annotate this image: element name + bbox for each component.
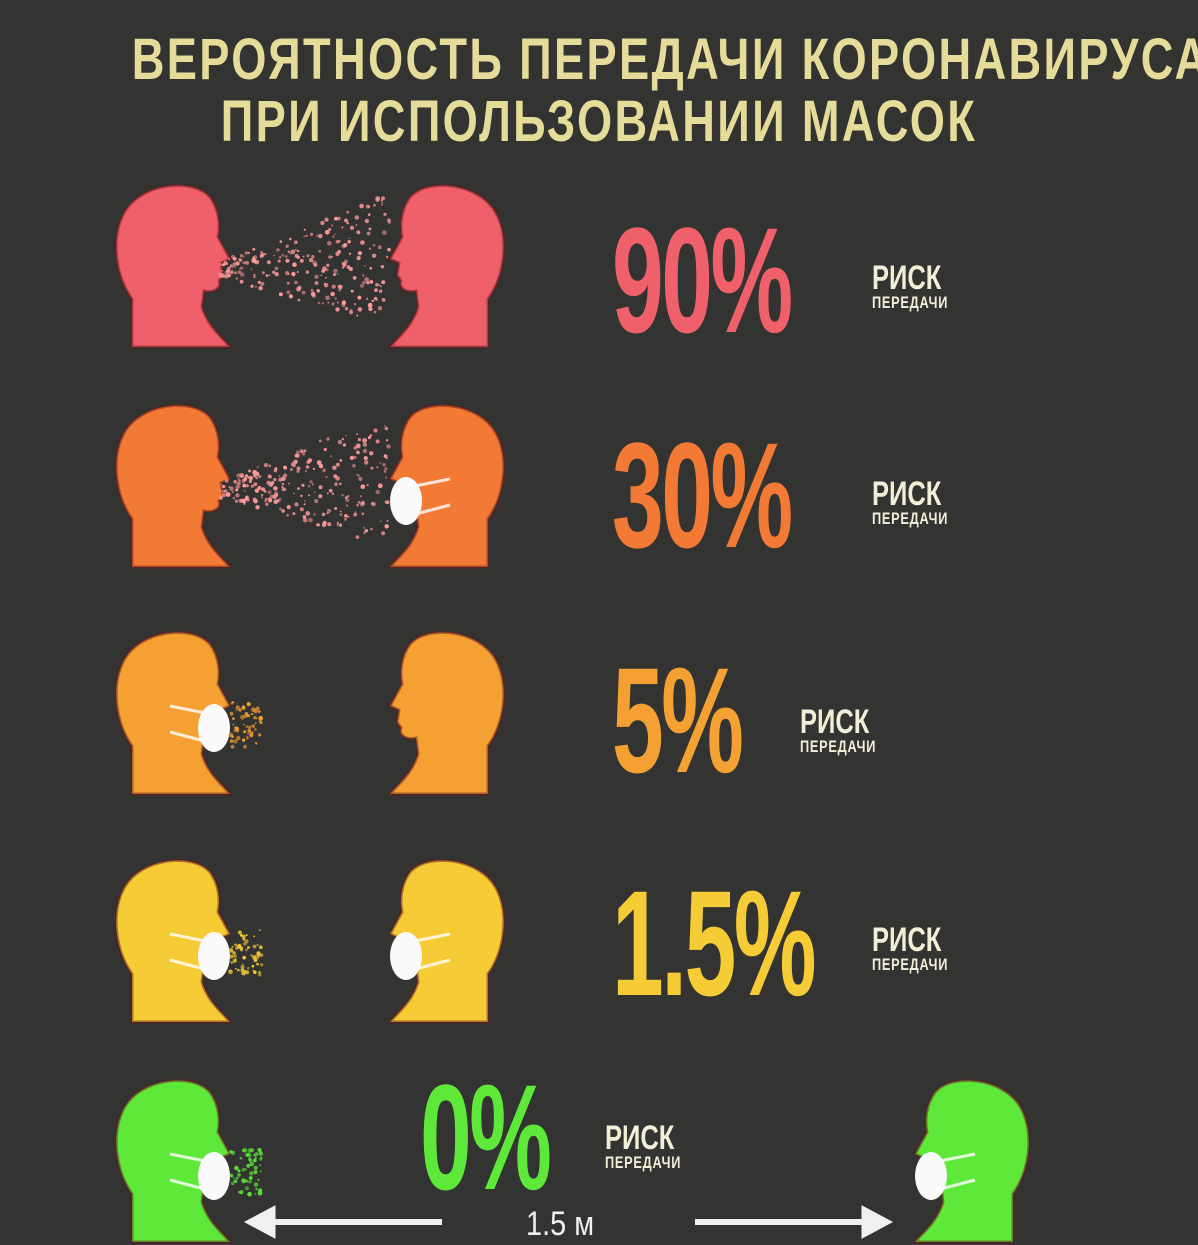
face-mask-icon <box>915 1152 976 1200</box>
right-person-head-icon <box>386 630 506 796</box>
risk-percentage: 0% <box>420 1053 552 1221</box>
left-person-head-icon <box>114 858 234 1024</box>
risk-label: РИСК ПЕРЕДАЧИ <box>872 921 949 974</box>
left-arrow-icon <box>243 1205 442 1239</box>
transmission-word: ПЕРЕДАЧИ <box>605 1153 682 1172</box>
risk-label: РИСК ПЕРЕДАЧИ <box>605 1119 682 1172</box>
risk-word: РИСК <box>872 259 942 297</box>
left-person-head-icon <box>114 1078 234 1244</box>
right-person-head-icon <box>386 403 506 569</box>
right-person-head-icon <box>386 858 506 1024</box>
distance-label: 1.5 м <box>526 1205 595 1243</box>
risk-label: РИСК ПЕРЕДАЧИ <box>800 703 877 756</box>
risk-percentage: 30% <box>612 411 793 579</box>
right-person-head-icon <box>386 183 506 349</box>
right-person-head-icon <box>911 1078 1031 1244</box>
transmission-word: ПЕРЕДАЧИ <box>872 293 949 312</box>
face-mask-icon <box>169 704 230 752</box>
left-person-head-icon <box>114 183 234 349</box>
risk-percentage: 5% <box>612 636 744 804</box>
transmission-word: ПЕРЕДАЧИ <box>872 509 949 528</box>
risk-word: РИСК <box>872 475 942 513</box>
transmission-word: ПЕРЕДАЧИ <box>872 955 949 974</box>
risk-word: РИСК <box>605 1119 675 1157</box>
right-arrow-icon <box>695 1205 894 1239</box>
face-mask-icon <box>390 932 451 980</box>
face-mask-icon <box>169 1152 230 1200</box>
face-mask-icon <box>169 932 230 980</box>
risk-word: РИСК <box>872 921 942 959</box>
risk-word: РИСК <box>800 703 870 741</box>
risk-percentage: 1.5% <box>612 859 817 1027</box>
risk-label: РИСК ПЕРЕДАЧИ <box>872 259 949 312</box>
left-person-head-icon <box>114 403 234 569</box>
risk-label: РИСК ПЕРЕДАЧИ <box>872 475 949 528</box>
title-line-2: ПРИ ИСПОЛЬЗОВАНИИ МАСОК <box>220 89 978 154</box>
left-person-head-icon <box>114 630 234 796</box>
face-mask-icon <box>390 477 451 525</box>
transmission-word: ПЕРЕДАЧИ <box>800 737 877 756</box>
risk-percentage: 90% <box>612 196 793 364</box>
title-line-1: ВЕРОЯТНОСТЬ ПЕРЕДАЧИ КОРОНАВИРУСА <box>131 27 1198 92</box>
